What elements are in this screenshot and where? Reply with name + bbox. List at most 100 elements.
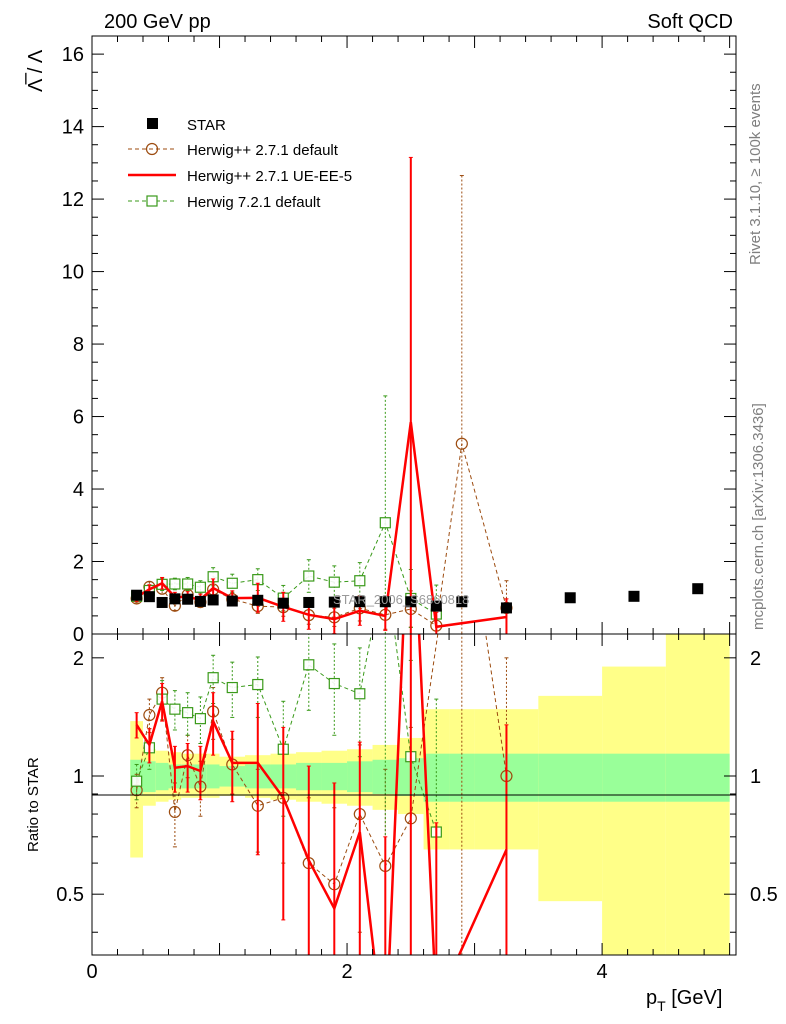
energy-label: 200 GeV pp bbox=[104, 11, 211, 33]
ratio-band-inner bbox=[602, 753, 666, 802]
star-data-point bbox=[328, 596, 340, 608]
herwig-7-2-1-default-point bbox=[226, 681, 238, 694]
ratio-y-tick-labels: 0.5 1 2 bbox=[56, 648, 84, 906]
legend-entry-herwig-pp-ueee5: Herwig++ 2.7.1 UE-EE-5 bbox=[128, 168, 352, 185]
star-data-point bbox=[354, 596, 366, 608]
process-label: Soft QCD bbox=[647, 11, 733, 33]
herwig-7-2-1-default-line bbox=[136, 634, 437, 833]
herwig-2-7-1-default-point bbox=[143, 708, 156, 722]
star-data-point bbox=[156, 596, 168, 608]
herwig-2-7-1-default-point bbox=[168, 805, 181, 819]
herwig-7-2-1-default-point bbox=[303, 570, 315, 582]
x-tick-label: 0 bbox=[86, 961, 97, 983]
x-axis-title-main: p bbox=[646, 987, 657, 1009]
herwig-7-2-1-default-point bbox=[354, 688, 366, 700]
star-data-point bbox=[628, 590, 640, 602]
x-axis-title-subscript: T bbox=[657, 998, 666, 1014]
herwig-7-2-1-default-point bbox=[194, 713, 206, 725]
legend-star-label: STAR bbox=[187, 117, 226, 134]
analysis-watermark: STAR_2006_S6860818 bbox=[333, 592, 469, 607]
legend-entry-herwig7-default: Herwig 7.2.1 default bbox=[128, 194, 321, 211]
ratio-y-tick-label: 2 bbox=[73, 648, 84, 670]
herwig-7-2-1-default-point bbox=[182, 578, 194, 590]
ratio-band-inner bbox=[155, 762, 169, 791]
ratio-band-inner bbox=[665, 753, 730, 802]
herwig-2-7-1-ue-ee-5-line bbox=[135, 634, 508, 955]
ratio-y-tick-label-right: 0.5 bbox=[750, 884, 778, 906]
star-data-point bbox=[564, 592, 576, 604]
main-y-tick-label: 8 bbox=[73, 334, 84, 356]
herwig-7-2-1-default-point bbox=[354, 575, 366, 587]
main-y-tick-label: 2 bbox=[73, 552, 84, 574]
herwig-7-2-1-default-point bbox=[169, 703, 181, 715]
star-data-point bbox=[182, 593, 194, 605]
x-tick-label: 2 bbox=[341, 961, 352, 983]
star-data-point bbox=[194, 595, 206, 607]
main-y-tick-label: 0 bbox=[73, 624, 84, 646]
herwig-7-2-1-default-point bbox=[328, 677, 340, 690]
ratio-band-inner bbox=[538, 753, 603, 802]
main-y-tick-labels: 0 2 4 6 8 10 12 14 16 bbox=[62, 44, 84, 646]
ratio-band-inner bbox=[423, 753, 450, 802]
herwig-7-2-1-default-point bbox=[252, 678, 264, 691]
ratio-y-tick-label-right: 1 bbox=[750, 766, 761, 788]
main-y-tick-label: 16 bbox=[62, 44, 84, 66]
legend-herwig7-default-label: Herwig 7.2.1 default bbox=[187, 194, 321, 211]
star-data-point bbox=[456, 596, 468, 608]
star-data-point bbox=[226, 595, 238, 607]
herwig-7-2-1-default-point bbox=[303, 659, 315, 671]
star-data-point bbox=[692, 583, 704, 595]
herwig-7-2-1-default-point bbox=[131, 775, 143, 787]
ratio-band-inner bbox=[206, 764, 220, 789]
ratio-y-axis-title: Ratio to STAR bbox=[25, 757, 42, 852]
ratio-band-outer bbox=[602, 666, 666, 955]
herwig-7-2-1-default-point bbox=[328, 576, 340, 588]
herwig-2-7-1-default-point bbox=[455, 437, 468, 450]
star-data-point bbox=[143, 591, 155, 603]
star-data-point bbox=[405, 596, 417, 608]
main-panel-data bbox=[130, 156, 704, 634]
herwig-7-2-1-default-point bbox=[194, 581, 206, 593]
legend-entry-herwig-pp-default: Herwig++ 2.7.1 default bbox=[128, 142, 339, 159]
x-tick-label: 4 bbox=[597, 961, 608, 983]
main-y-tick-label: 14 bbox=[62, 117, 84, 139]
ratio-y-tick-label-right: 2 bbox=[750, 648, 761, 670]
main-y-tick-label: 10 bbox=[62, 262, 84, 284]
ratio-y-tick-label: 0.5 bbox=[56, 884, 84, 906]
ratio-panel-frame bbox=[91, 633, 737, 956]
main-y-tick-label: 12 bbox=[62, 189, 84, 211]
herwig-7-2-1-default-point bbox=[379, 517, 391, 529]
star-data-point bbox=[303, 596, 315, 608]
ratio-band-inner bbox=[143, 761, 156, 793]
star-data-point bbox=[252, 594, 264, 606]
main-y-tick-label: 4 bbox=[73, 479, 84, 501]
main-y-tick-label: 6 bbox=[73, 407, 84, 429]
herwig-7-2-1-default-point bbox=[226, 577, 238, 589]
rivet-version-label: Rivet 3.1.10, ≥ 100k events bbox=[747, 83, 764, 265]
axis-ticks bbox=[91, 36, 736, 955]
star-data-point bbox=[207, 594, 219, 606]
mcplots-site-label: mcplots.cern.ch [arXiv:1306.3436] bbox=[750, 403, 767, 630]
x-axis-title-unit: [GeV] bbox=[666, 987, 723, 1009]
legend-herwig-pp-default-marker bbox=[145, 142, 159, 156]
main-y-axis-title: Λ̅ / Λ bbox=[24, 49, 47, 92]
star-data-point bbox=[131, 589, 143, 601]
star-data-point bbox=[500, 602, 512, 614]
legend-herwig7-default-marker bbox=[146, 195, 158, 207]
x-axis-title: pT [GeV] bbox=[646, 987, 722, 1014]
legend-entry-star: STAR bbox=[147, 117, 226, 134]
legend-star-marker bbox=[147, 118, 158, 129]
star-data-point bbox=[277, 597, 289, 609]
star-data-point bbox=[430, 600, 442, 612]
herwig-7-2-1-default-point bbox=[182, 707, 194, 719]
ratio-y-tick-label: 1 bbox=[73, 766, 84, 788]
star-data-point bbox=[169, 593, 181, 605]
herwig-7-2-1-default-point bbox=[207, 672, 219, 684]
legend-herwig-pp-ueee5-label: Herwig++ 2.7.1 UE-EE-5 bbox=[187, 168, 352, 185]
herwig-7-2-1-default-point bbox=[380, 557, 390, 567]
legend-herwig-pp-default-label: Herwig++ 2.7.1 default bbox=[187, 142, 339, 159]
ratio-panel-data bbox=[130, 557, 513, 955]
star-data-point bbox=[379, 596, 391, 608]
ratio-y-tick-labels-right: 0.5 1 2 bbox=[750, 648, 778, 906]
